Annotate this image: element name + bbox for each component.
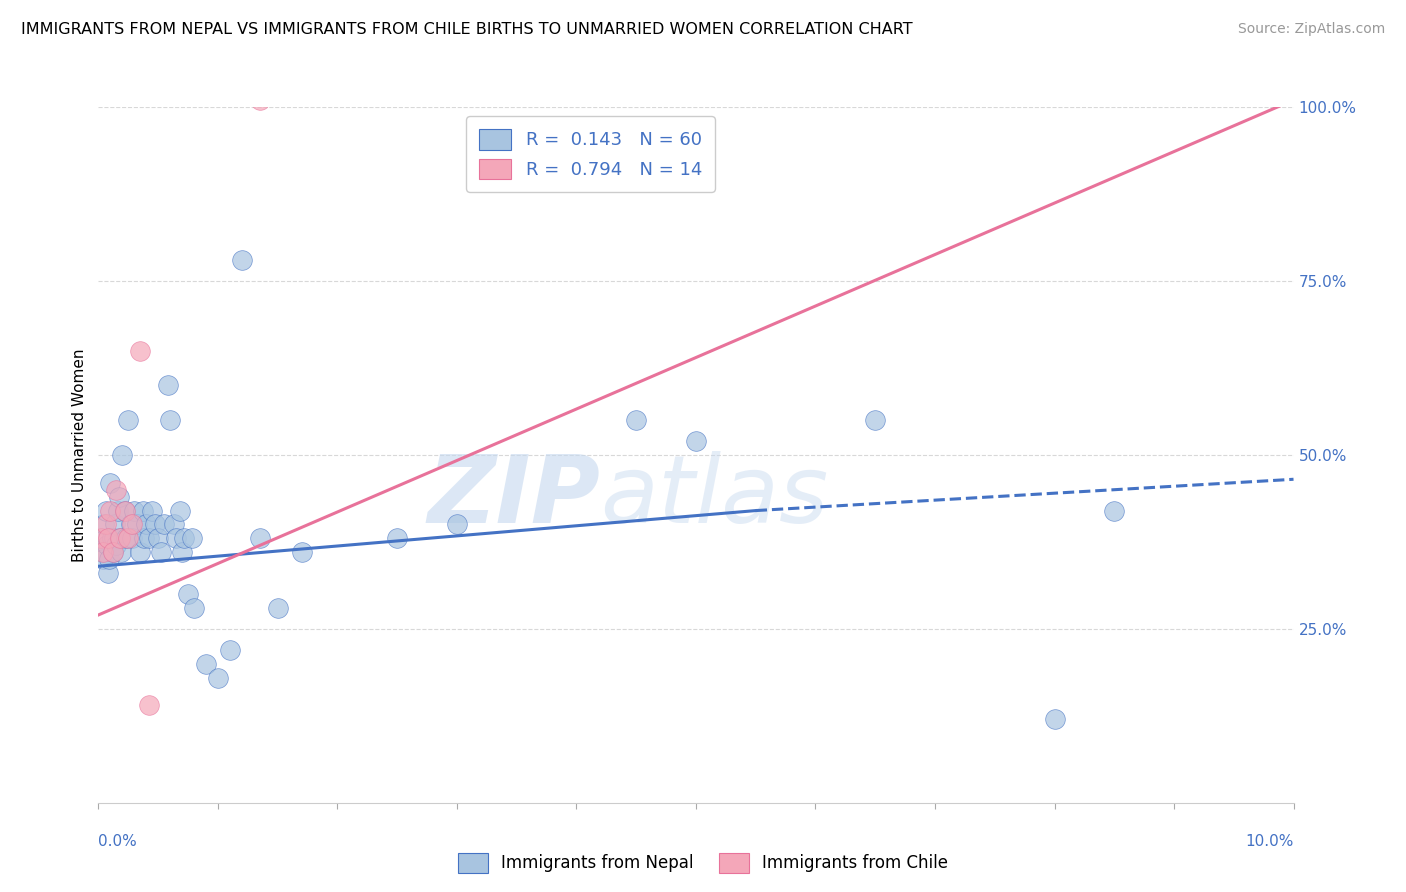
Point — [249, 93, 271, 107]
Point — [91, 545, 114, 559]
Point — [91, 552, 114, 566]
Point — [107, 490, 129, 504]
Point — [626, 413, 648, 427]
Point — [138, 698, 160, 713]
Point — [156, 378, 179, 392]
Point — [163, 517, 186, 532]
Point — [97, 566, 120, 581]
Point — [249, 532, 271, 546]
Point — [183, 601, 205, 615]
Point — [290, 545, 312, 559]
Point — [207, 671, 229, 685]
Point — [94, 503, 117, 517]
Point — [115, 532, 138, 546]
Point — [114, 503, 136, 517]
Point — [169, 503, 191, 517]
Point — [104, 517, 127, 532]
Point — [105, 538, 128, 552]
Point — [131, 503, 153, 517]
Point — [100, 503, 122, 517]
Point — [863, 413, 887, 427]
Point — [114, 503, 136, 517]
Point — [121, 517, 143, 532]
Point — [172, 545, 194, 559]
Point — [135, 517, 157, 532]
Point — [101, 545, 124, 559]
Point — [165, 532, 187, 546]
Point — [93, 517, 115, 532]
Point — [97, 532, 120, 546]
Point — [120, 517, 142, 532]
Point — [148, 532, 170, 546]
Point — [132, 532, 155, 546]
Point — [90, 532, 112, 546]
Point — [173, 532, 195, 546]
Point — [159, 413, 181, 427]
Legend: R =  0.143   N = 60, R =  0.794   N = 14: R = 0.143 N = 60, R = 0.794 N = 14 — [465, 116, 714, 192]
Point — [219, 642, 242, 657]
Text: atlas: atlas — [600, 451, 828, 542]
Point — [180, 532, 202, 546]
Point — [108, 532, 131, 546]
Point — [107, 503, 129, 517]
Point — [153, 517, 176, 532]
Point — [111, 448, 134, 462]
Text: 10.0%: 10.0% — [1246, 834, 1294, 849]
Point — [98, 552, 121, 566]
Point — [231, 253, 253, 268]
Y-axis label: Births to Unmarried Women: Births to Unmarried Women — [72, 348, 87, 562]
Point — [129, 545, 152, 559]
Point — [117, 532, 139, 546]
Point — [149, 545, 172, 559]
Point — [124, 503, 146, 517]
Point — [90, 532, 112, 546]
Point — [177, 587, 200, 601]
Point — [108, 532, 131, 546]
Point — [96, 538, 118, 552]
Point — [100, 532, 122, 546]
Point — [267, 601, 290, 615]
Point — [143, 517, 166, 532]
Point — [110, 545, 132, 559]
Point — [100, 475, 122, 490]
Point — [125, 517, 148, 532]
Point — [94, 517, 117, 532]
Point — [446, 517, 468, 532]
Point — [1043, 712, 1066, 726]
Text: 0.0%: 0.0% — [98, 834, 138, 849]
Point — [195, 657, 218, 671]
Point — [101, 545, 124, 559]
Text: ZIP: ZIP — [427, 450, 600, 542]
Point — [117, 413, 139, 427]
Point — [103, 532, 125, 546]
Point — [385, 532, 409, 546]
Text: IMMIGRANTS FROM NEPAL VS IMMIGRANTS FROM CHILE BIRTHS TO UNMARRIED WOMEN CORRELA: IMMIGRANTS FROM NEPAL VS IMMIGRANTS FROM… — [21, 22, 912, 37]
Point — [121, 532, 143, 546]
Point — [138, 532, 160, 546]
Point — [1102, 503, 1125, 517]
Point — [141, 503, 163, 517]
Legend: Immigrants from Nepal, Immigrants from Chile: Immigrants from Nepal, Immigrants from C… — [451, 847, 955, 880]
Point — [91, 545, 114, 559]
Point — [129, 343, 152, 358]
Text: Source: ZipAtlas.com: Source: ZipAtlas.com — [1237, 22, 1385, 37]
Point — [685, 434, 707, 448]
Point — [105, 483, 128, 497]
